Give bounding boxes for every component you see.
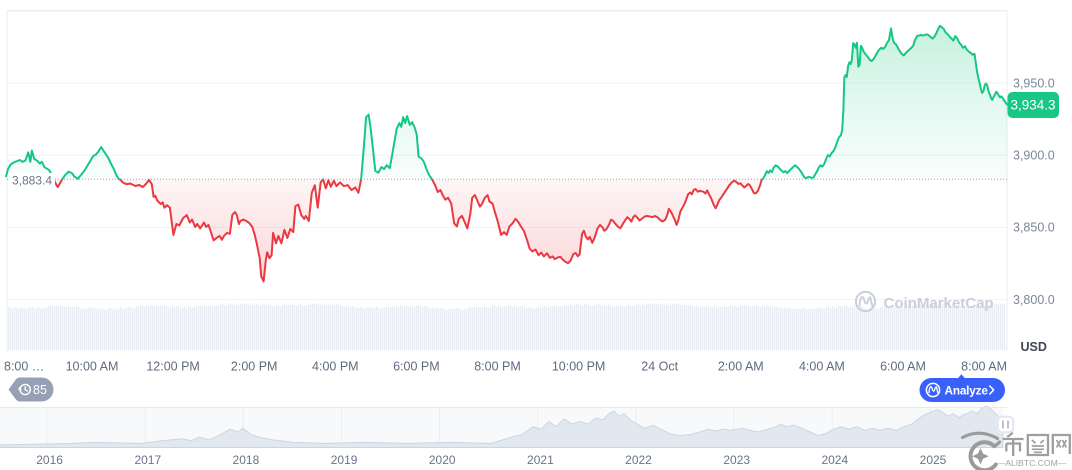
svg-text:3,950.0: 3,950.0	[1013, 76, 1055, 90]
svg-text:3,850.0: 3,850.0	[1013, 221, 1055, 235]
svg-text:6:00 PM: 6:00 PM	[393, 360, 440, 374]
svg-text:2016: 2016	[36, 453, 63, 467]
svg-text:8:00 AM: 8:00 AM	[961, 360, 1007, 374]
svg-text:—ALIBTC.COM—: —ALIBTC.COM—	[997, 458, 1067, 468]
svg-text:USD: USD	[1021, 340, 1047, 354]
svg-text:2021: 2021	[527, 453, 554, 467]
svg-text:2022: 2022	[625, 453, 652, 467]
svg-text:10:00 AM: 10:00 AM	[66, 360, 119, 374]
svg-text:3,934.3: 3,934.3	[1010, 98, 1055, 113]
svg-text:2:00 AM: 2:00 AM	[718, 360, 764, 374]
svg-text:2:00 PM: 2:00 PM	[231, 360, 278, 374]
svg-text:3,900.0: 3,900.0	[1013, 149, 1055, 163]
svg-text:2020: 2020	[429, 453, 456, 467]
svg-text:2024: 2024	[821, 453, 848, 467]
svg-text:6:00 AM: 6:00 AM	[880, 360, 926, 374]
svg-text:2019: 2019	[331, 453, 358, 467]
svg-text:2025: 2025	[920, 453, 947, 467]
svg-text:24 Oct: 24 Oct	[641, 360, 678, 374]
svg-text:12:00 PM: 12:00 PM	[146, 360, 200, 374]
svg-text:4:00 AM: 4:00 AM	[799, 360, 845, 374]
svg-text:Analyze: Analyze	[945, 383, 989, 397]
svg-text:2017: 2017	[134, 453, 161, 467]
svg-text:8:00 PM: 8:00 PM	[474, 360, 521, 374]
svg-text:4:00 PM: 4:00 PM	[312, 360, 359, 374]
svg-text:8:00 …: 8:00 …	[4, 360, 44, 374]
svg-text:3,800.0: 3,800.0	[1013, 293, 1055, 307]
svg-text:CoinMarketCap: CoinMarketCap	[884, 295, 994, 312]
svg-text:2023: 2023	[723, 453, 750, 467]
svg-text:3,883.4: 3,883.4	[12, 173, 52, 187]
svg-text:10:00 PM: 10:00 PM	[552, 360, 606, 374]
svg-text:2018: 2018	[233, 453, 260, 467]
svg-text:85: 85	[33, 383, 47, 397]
